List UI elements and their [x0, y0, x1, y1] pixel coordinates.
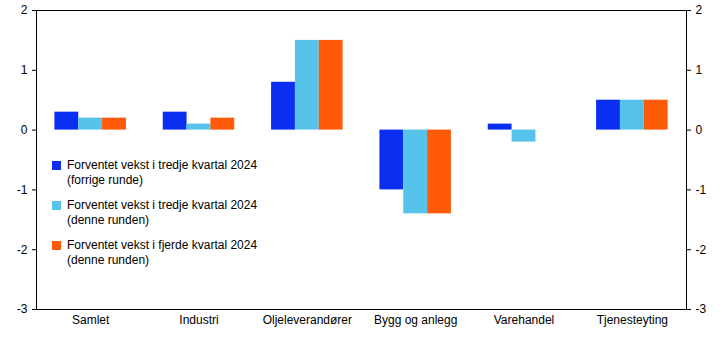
svg-text:Samlet: Samlet — [72, 313, 110, 327]
svg-text:-2: -2 — [17, 243, 28, 257]
svg-text:-3: -3 — [17, 302, 28, 316]
svg-text:-1: -1 — [696, 183, 707, 197]
svg-text:-3: -3 — [696, 302, 707, 316]
svg-text:0: 0 — [21, 123, 28, 137]
svg-text:1: 1 — [21, 63, 28, 77]
html-text:Forventet vekst i fjerde kvart: Forventet vekst i fjerde kvartal 2024 (d… — [67, 238, 258, 267]
svg-text:Oljeleverandører: Oljeleverandører — [263, 313, 352, 327]
svg-text:-2: -2 — [696, 243, 707, 257]
svg-text:-1: -1 — [17, 183, 28, 197]
svg-text:Industri: Industri — [179, 313, 218, 327]
html-text:Forventet vekst i tredje kvart: Forventet vekst i tredje kvartal 2024 (d… — [67, 198, 258, 227]
svg-text:1: 1 — [696, 63, 703, 77]
svg-text:0: 0 — [696, 123, 703, 137]
svg-text:2: 2 — [21, 3, 28, 17]
svg-text:2: 2 — [696, 3, 703, 17]
html-text:Forventet vekst i tredje kvart: Forventet vekst i tredje kvartal 2024 (f… — [67, 158, 258, 187]
svg-text:Tjenesteyting: Tjenesteyting — [597, 313, 668, 327]
svg-text:Bygg og anlegg: Bygg og anlegg — [374, 313, 457, 327]
svg-text:Varehandel: Varehandel — [494, 313, 555, 327]
